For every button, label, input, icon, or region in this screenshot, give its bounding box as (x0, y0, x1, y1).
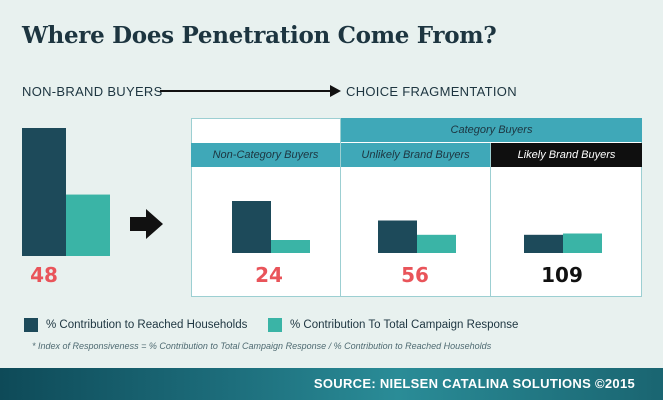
header-category-buyers: Category Buyers (341, 118, 642, 142)
bar-response-non-brand (66, 194, 110, 256)
bar-reached-non-brand (22, 128, 66, 256)
bar-reached-unlikely-brand (378, 220, 417, 253)
page-title: Where Does Penetration Come From? (22, 22, 497, 49)
index-value-non-brand: 48 (30, 263, 58, 287)
footer-bar (0, 368, 663, 400)
header-non-category-buyers: Non-Category Buyers (191, 143, 340, 167)
index-value-unlikely-brand: 56 (401, 263, 429, 287)
legend-swatch-reached (24, 318, 38, 332)
legend-label-reached: % Contribution to Reached Households (46, 319, 248, 331)
flow-arrow-icon (160, 85, 341, 97)
index-value-likely-brand: 109 (541, 263, 583, 287)
legend-swatch-response (268, 318, 282, 332)
bar-reached-likely-brand (524, 234, 563, 253)
big-arrow-icon (130, 209, 163, 239)
legend-label-response: % Contribution To Total Campaign Respons… (290, 319, 519, 331)
footnote: * Index of Responsiveness = % Contributi… (32, 341, 492, 351)
bar-response-likely-brand (563, 233, 602, 253)
bar-response-unlikely-brand (417, 234, 456, 253)
bar-response-non-category (271, 240, 310, 253)
index-value-non-category: 24 (255, 263, 283, 287)
bar-reached-non-category (232, 201, 271, 253)
panel-divider (490, 143, 491, 297)
panel-divider (340, 118, 341, 297)
flow-label-choice-fragmentation: CHOICE FRAGMENTATION (346, 84, 517, 99)
header-likely-brand-buyers: Likely Brand Buyers (491, 143, 642, 167)
header-unlikely-brand-buyers: Unlikely Brand Buyers (341, 143, 490, 167)
source-credit: SOURCE: NIELSEN CATALINA SOLUTIONS ©2015 (313, 376, 635, 391)
flow-label-non-brand-buyers: NON-BRAND BUYERS (22, 84, 163, 99)
